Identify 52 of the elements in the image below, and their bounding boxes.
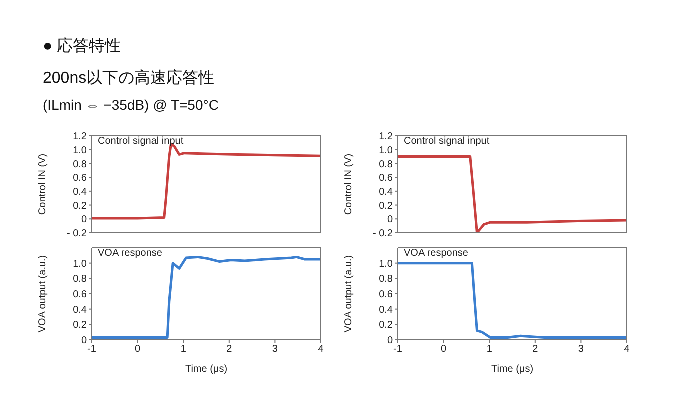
y-tick-label: 1.0 <box>379 258 394 270</box>
y-tick-label: 0.6 <box>73 290 88 301</box>
y-tick-label: 0 <box>81 336 88 347</box>
x-tick-label: 1 <box>486 344 493 356</box>
y-tick-label: 1.0 <box>73 145 88 156</box>
x-tick-label: 2 <box>532 344 539 356</box>
y-tick-label: 0.6 <box>73 173 88 184</box>
x-axis-title: Time (μs) <box>185 364 228 375</box>
y-tick-label: - 0.2 <box>372 228 394 240</box>
y-tick-label: 0.2 <box>379 200 394 212</box>
y-tick-label: 0.8 <box>379 274 394 286</box>
x-tick-label: 4 <box>624 344 630 356</box>
y-tick-label: 1.2 <box>379 132 394 143</box>
y-tick-label: 1.0 <box>379 145 394 156</box>
y-tick-label: 0 <box>81 214 88 226</box>
y-tick-label: 0.6 <box>379 173 394 184</box>
y-axis-title: Control IN (V) <box>344 154 355 216</box>
y-tick-label: 0.6 <box>379 290 394 301</box>
chart-title: ● 応答特性 <box>43 36 122 57</box>
x-tick-label: -1 <box>394 344 403 356</box>
y-tick-label: - 0.2 <box>66 228 88 240</box>
y-tick-label: 0.4 <box>379 304 394 316</box>
y-tick-label: 0 <box>387 336 394 347</box>
annotation: VOA response <box>404 248 468 259</box>
annotation: VOA response <box>98 248 162 259</box>
chart-subtitle: 200ns以下の高速応答性 (ILmin ⇔ −35dB) @ T=50°C <box>43 68 219 113</box>
y-axis-title: Control IN (V) <box>38 154 49 216</box>
y-tick-label: 1.0 <box>73 258 88 270</box>
y-tick-label: 0.8 <box>73 159 88 170</box>
y-axis-title: VOA output (a.u.) <box>344 255 355 333</box>
y-tick-label: 0.8 <box>379 159 394 170</box>
annotation: Control signal input <box>98 136 184 147</box>
x-axis-title: Time (μs) <box>491 364 534 375</box>
y-tick-label: 0.4 <box>379 186 394 198</box>
x-tick-label: 3 <box>578 344 584 356</box>
y-tick-label: 0 <box>387 214 394 226</box>
x-tick-label: 0 <box>441 344 448 356</box>
y-axis-title: VOA output (a.u.) <box>38 255 49 333</box>
y-tick-label: 1.2 <box>73 132 88 143</box>
y-tick-label: 0.2 <box>73 200 88 212</box>
x-tick-label: 3 <box>272 344 278 356</box>
y-tick-label: 0.8 <box>73 274 88 286</box>
annotation: Control signal input <box>404 136 490 147</box>
x-tick-label: 0 <box>135 344 142 356</box>
y-tick-label: 0.4 <box>73 304 88 316</box>
y-tick-label: 0.4 <box>73 186 88 198</box>
x-tick-label: 2 <box>226 344 233 356</box>
x-tick-label: -1 <box>88 344 97 356</box>
x-tick-label: 1 <box>180 344 187 356</box>
x-tick-label: 4 <box>318 344 324 356</box>
y-tick-label: 0.2 <box>73 320 88 332</box>
y-tick-label: 0.2 <box>379 320 394 332</box>
